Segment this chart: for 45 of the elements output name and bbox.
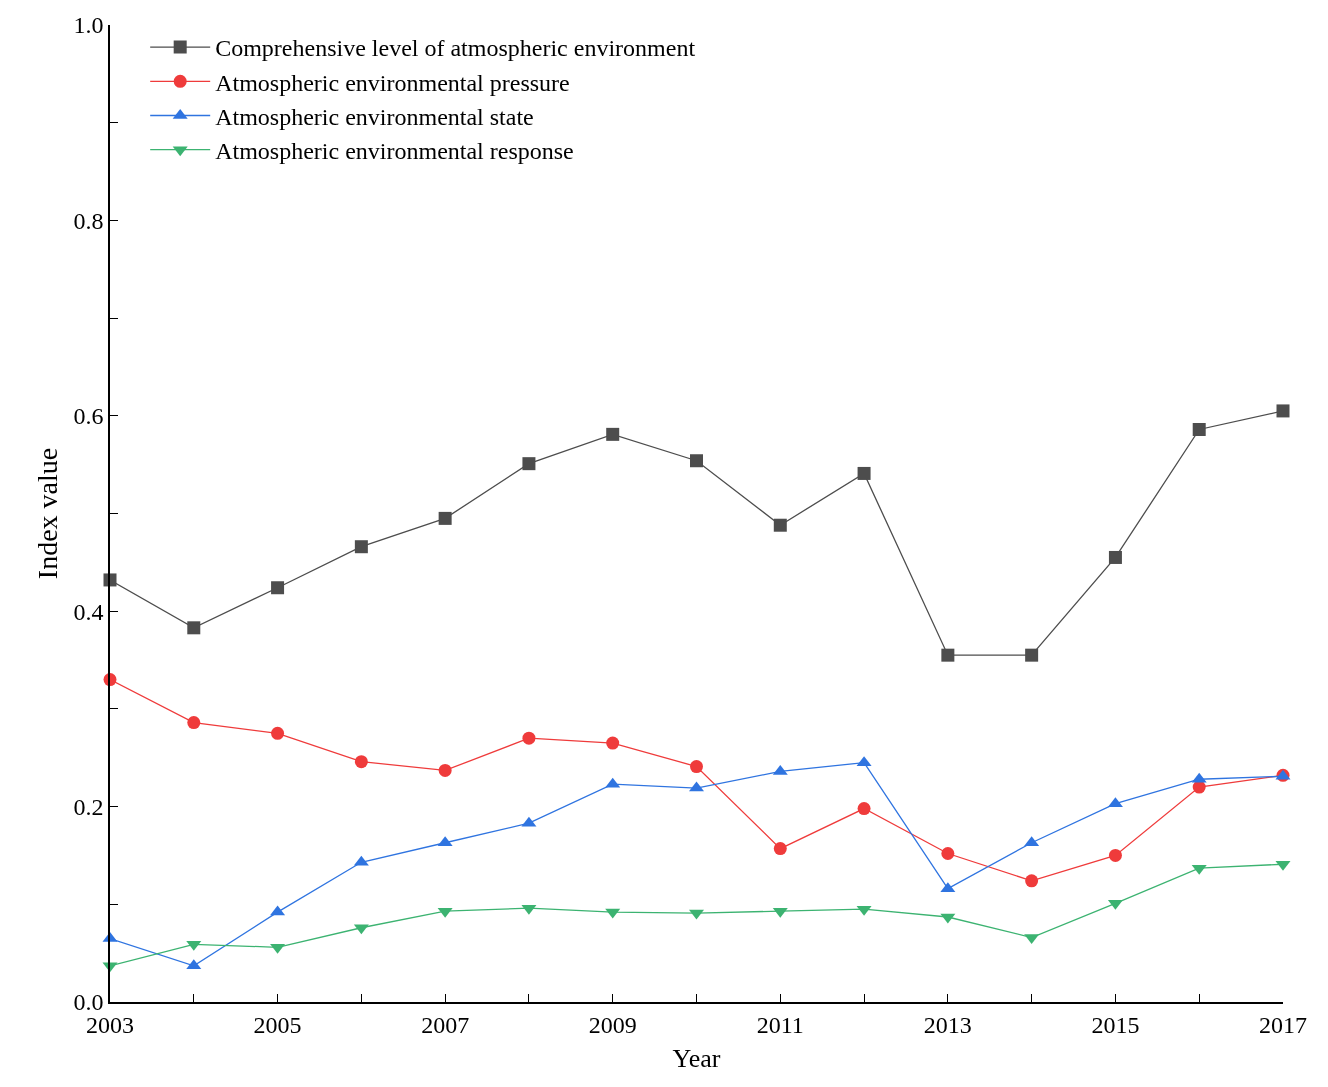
point: [1025, 874, 1039, 888]
point: [941, 648, 955, 662]
point: [522, 731, 536, 745]
point: [438, 511, 452, 525]
legend-label: Atmospheric environmental response: [215, 138, 574, 165]
y-axis-title: Index value: [31, 447, 63, 580]
point: [354, 540, 368, 554]
point: [1192, 780, 1206, 794]
legend-label: Comprehensive level of atmospheric environment: [215, 35, 696, 62]
point: [690, 454, 703, 468]
point: [1108, 550, 1122, 564]
x-tick-label: 2013: [923, 1011, 972, 1038]
point: [1192, 422, 1206, 436]
point: [690, 760, 703, 774]
x-tick-label: 2005: [253, 1011, 302, 1038]
legend-label: Atmospheric environmental pressure: [215, 69, 570, 96]
x-tick-label: 2007: [421, 1011, 470, 1038]
point: [187, 716, 201, 730]
point: [522, 457, 536, 471]
y-tick-label: 0.6: [73, 403, 104, 430]
point: [606, 427, 620, 441]
legend-label: Atmospheric environmental state: [215, 103, 534, 130]
point: [1025, 648, 1039, 662]
point: [606, 736, 620, 750]
point: [773, 842, 787, 856]
point: [941, 847, 955, 860]
point: [1108, 848, 1122, 862]
x-axis-title: Year: [672, 1043, 721, 1073]
x-tick-label: 2011: [756, 1011, 804, 1038]
point: [354, 755, 368, 769]
y-tick-label: 0.2: [73, 794, 104, 820]
x-tick-label: 2009: [588, 1011, 637, 1038]
point: [271, 726, 285, 740]
point: [773, 518, 787, 532]
y-tick-label: 1.0: [73, 12, 104, 39]
point: [857, 466, 871, 480]
y-tick-label: 0.8: [73, 207, 104, 234]
x-tick-label: 2017: [1259, 1011, 1307, 1038]
y-tick-label: 0.4: [73, 598, 104, 625]
x-tick-label: 2015: [1091, 1011, 1140, 1038]
point: [857, 802, 871, 816]
point: [271, 581, 285, 595]
point: [187, 621, 201, 635]
point: [438, 763, 452, 777]
point: [1276, 404, 1290, 418]
